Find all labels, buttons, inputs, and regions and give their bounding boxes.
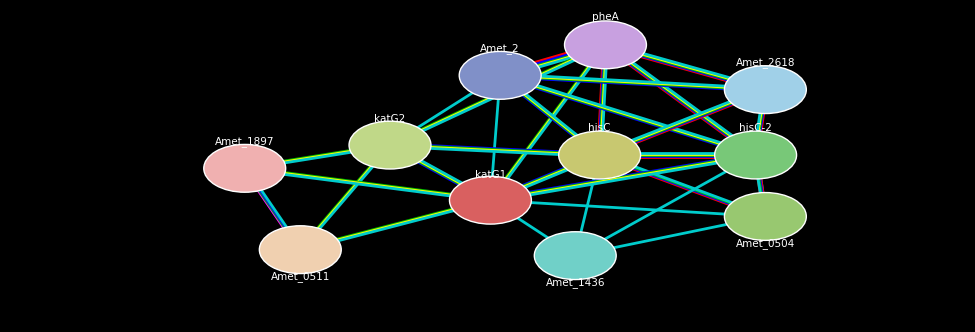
Text: hisC-2: hisC-2: [739, 124, 772, 133]
Text: Amet_1897: Amet_1897: [214, 136, 275, 147]
Ellipse shape: [724, 66, 806, 114]
Text: katG1: katG1: [475, 170, 506, 180]
Text: Amet_2: Amet_2: [481, 43, 520, 54]
Ellipse shape: [349, 121, 431, 169]
Text: Amet_0504: Amet_0504: [736, 238, 795, 249]
Text: hisC: hisC: [588, 124, 611, 133]
Ellipse shape: [534, 232, 616, 280]
Text: Amet_2618: Amet_2618: [735, 57, 796, 68]
Text: pheA: pheA: [592, 12, 619, 22]
Ellipse shape: [449, 176, 531, 224]
Ellipse shape: [715, 131, 797, 179]
Ellipse shape: [565, 21, 646, 69]
Ellipse shape: [259, 226, 341, 274]
Ellipse shape: [724, 193, 806, 240]
Text: katG2: katG2: [374, 114, 406, 124]
Ellipse shape: [204, 144, 286, 192]
Text: Amet_0511: Amet_0511: [271, 271, 330, 282]
Ellipse shape: [559, 131, 641, 179]
Text: Amet_1436: Amet_1436: [545, 277, 605, 288]
Ellipse shape: [459, 51, 541, 99]
